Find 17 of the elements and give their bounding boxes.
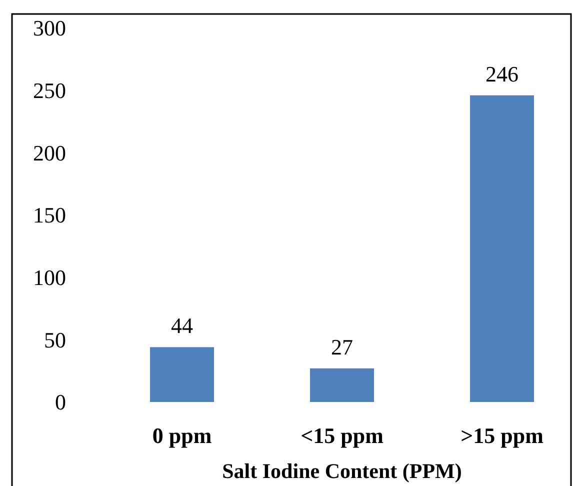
bar [150,347,214,402]
bar [470,95,534,402]
x-tick-label: >15 ppm [460,423,544,448]
data-label: 27 [331,334,353,360]
bar [310,368,374,402]
x-axis-title: Salt Iodine Content (PPM) [222,459,462,483]
x-tick-label: 0 ppm [152,423,212,448]
y-tick-label: 50 [44,327,66,352]
y-tick-label: 150 [33,202,66,228]
y-tick-label: 300 [33,16,66,41]
y-tick-label: 100 [33,265,66,290]
data-label: 44 [171,313,193,338]
data-label: 246 [486,61,518,86]
y-tick-label: 0 [55,390,66,415]
y-tick-label: 200 [33,140,66,166]
x-tick-label: <15 ppm [300,423,384,448]
y-tick-label: 250 [33,78,66,104]
